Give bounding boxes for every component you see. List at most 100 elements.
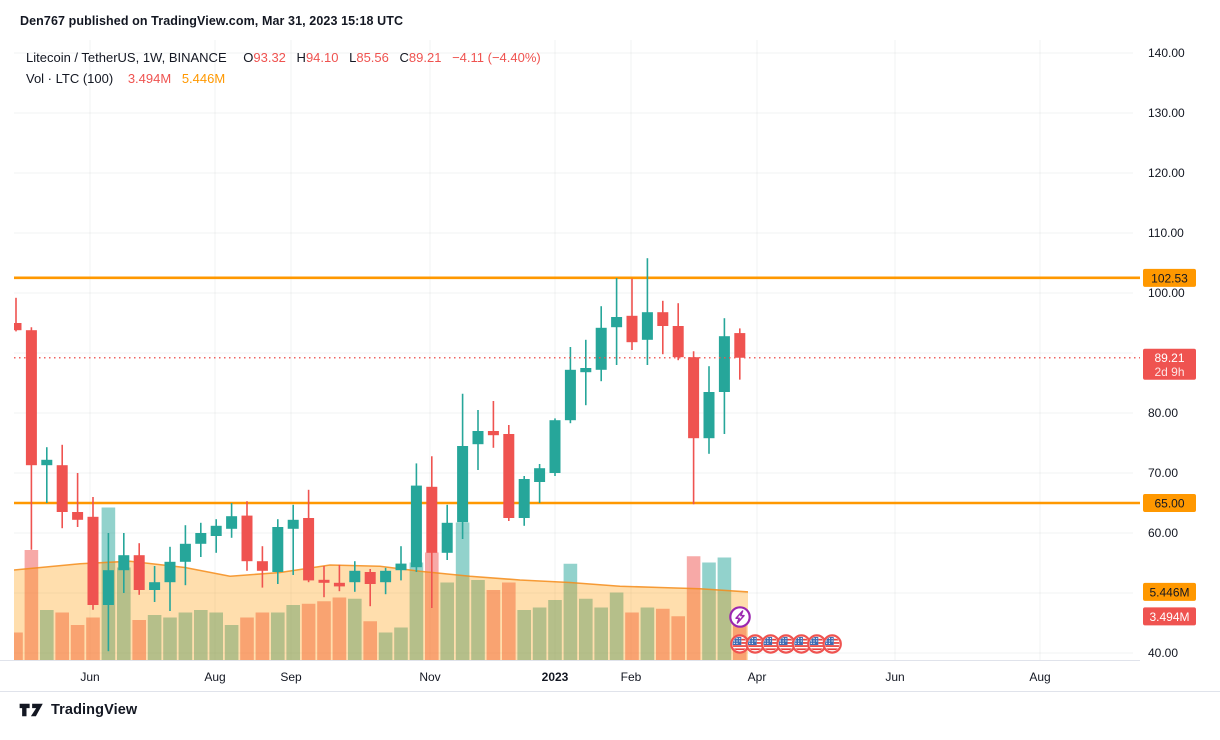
volume-value: 3.494M [127, 71, 172, 86]
legend-symbol-row: Litecoin / TetherUS, 1W, BINANCE O93.32 … [26, 47, 541, 68]
candle-body [626, 315, 638, 343]
candle-body [25, 330, 37, 466]
price-tick-label: 70.00 [1148, 466, 1178, 480]
svg-text:2d 9h: 2d 9h [1154, 365, 1184, 379]
axis-badge: 102.53 [1143, 268, 1196, 287]
ohlc-close: C89.21 [399, 50, 442, 65]
volume-bar [471, 580, 485, 660]
volume-bar [363, 621, 377, 660]
flag-sticker-icon[interactable] [776, 634, 796, 654]
price-tick-label: 80.00 [1148, 406, 1178, 420]
candle-body [718, 336, 730, 392]
candle-body [503, 434, 515, 518]
candlestick-layer [14, 258, 746, 652]
flag-sticker-icon[interactable] [730, 634, 750, 654]
ohlc-low: L85.56 [349, 50, 389, 65]
price-axis[interactable]: 140.00 130.00 120.00 110.00 100.00 80.00 70.00… [1143, 46, 1196, 660]
candle-body [426, 486, 438, 553]
volume-bar [702, 562, 716, 660]
volume-bar [178, 612, 193, 660]
volume-bar [656, 608, 670, 660]
candle-body [441, 522, 453, 553]
price-tick-label: 120.00 [1148, 166, 1185, 180]
volume-bar [579, 598, 593, 660]
volume-bar [609, 592, 624, 660]
candle-body [595, 327, 607, 370]
volume-bar [194, 610, 208, 660]
time-tick-label: 2023 [542, 670, 569, 684]
candle-body [472, 431, 484, 445]
volume-ma-value: 5.446M [181, 71, 226, 86]
flag-sticker-icon[interactable] [822, 634, 842, 654]
svg-text:102.53: 102.53 [1151, 271, 1188, 285]
ohlc-high: H94.10 [296, 50, 339, 65]
candle-body [195, 533, 207, 544]
candle-body [641, 312, 653, 340]
chart-legend: Litecoin / TetherUS, 1W, BINANCE O93.32 … [26, 47, 541, 89]
candle-body [241, 515, 253, 562]
svg-text:3.494M: 3.494M [1149, 610, 1189, 624]
volume-bar [24, 550, 39, 660]
volume-bar [532, 607, 547, 660]
volume-bar [332, 597, 347, 660]
time-tick-label: Feb [621, 670, 642, 684]
volume-bar [686, 556, 701, 660]
volume-bar [640, 607, 655, 660]
candle-body [256, 561, 268, 571]
volume-bar [240, 617, 254, 660]
axis-badge: 5.446M [1143, 582, 1196, 601]
candle-body [688, 357, 700, 439]
price-tick-label: 100.00 [1148, 286, 1185, 300]
volume-indicator-label[interactable]: Vol · LTC (100) [26, 71, 114, 86]
flag-sticker-icon[interactable] [807, 634, 827, 654]
candle-body [179, 543, 191, 562]
symbol-title[interactable]: Litecoin / TetherUS, 1W, BINANCE [26, 50, 227, 65]
price-tick-label: 60.00 [1148, 526, 1178, 540]
time-tick-label: Aug [204, 670, 225, 684]
volume-bar [14, 632, 23, 660]
candle-body [534, 468, 546, 482]
volume-bar [671, 616, 685, 660]
tradingview-brand-text: TradingView [51, 702, 138, 718]
volume-bar [625, 612, 639, 660]
volume-bar [286, 605, 300, 660]
candle-body [611, 317, 623, 328]
volume-bar [594, 607, 608, 660]
axis-badge: 65.00 [1143, 494, 1196, 512]
candle-body [41, 459, 53, 466]
candle-body [272, 527, 284, 572]
tradingview-logo-icon [19, 703, 43, 717]
flag-sticker-icon[interactable] [745, 634, 765, 654]
time-axis[interactable]: Jun Aug Sep Nov 2023 Feb Apr Jun Aug [80, 670, 1050, 684]
volume-bar [117, 567, 131, 660]
volume-bar [209, 612, 223, 660]
candle-body [303, 518, 315, 581]
flag-sticker-icon[interactable] [791, 634, 812, 654]
volume-bar [147, 615, 162, 660]
svg-text:89.21: 89.21 [1154, 351, 1184, 365]
candle-body [580, 368, 592, 373]
volume-bar [409, 562, 424, 660]
candle-body [287, 519, 299, 529]
volume-bar [86, 617, 100, 660]
volume-bar [132, 620, 146, 660]
candle-body [14, 323, 22, 331]
candle-body [72, 512, 84, 520]
candle-body [734, 333, 746, 358]
volume-bar [255, 612, 270, 660]
candle-body [333, 582, 345, 587]
annotations-layer [729, 606, 842, 654]
candle-body [318, 579, 330, 583]
candle-body [703, 392, 715, 439]
candle-body [87, 516, 99, 605]
time-tick-label: Apr [748, 670, 767, 684]
volume-bar [224, 625, 239, 660]
candle-body [56, 465, 68, 512]
tradingview-footer[interactable]: TradingView [19, 702, 137, 718]
publish-attribution: Den767 published on TradingView.com, Mar… [20, 14, 404, 28]
lightning-sticker-icon[interactable] [729, 606, 751, 628]
candle-body [564, 369, 576, 421]
candle-body [457, 446, 469, 523]
